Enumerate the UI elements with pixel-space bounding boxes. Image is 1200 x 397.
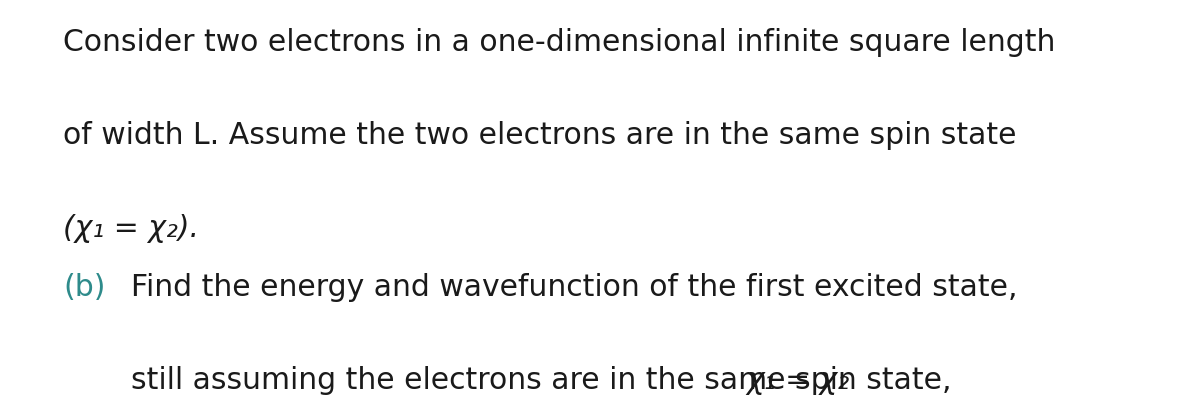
Text: χ₁ = χ₂: χ₁ = χ₂	[746, 366, 850, 395]
Text: still assuming the electrons are in the same spin state,: still assuming the electrons are in the …	[131, 366, 961, 395]
Text: (b): (b)	[64, 273, 106, 302]
Text: Consider two electrons in a one-dimensional infinite square length: Consider two electrons in a one-dimensio…	[64, 28, 1056, 57]
Text: Find the energy and wavefunction of the first excited state,: Find the energy and wavefunction of the …	[131, 273, 1018, 302]
Text: of width L. Assume the two electrons are in the same spin state: of width L. Assume the two electrons are…	[64, 121, 1016, 150]
Text: (χ₁ = χ₂).: (χ₁ = χ₂).	[64, 214, 199, 243]
